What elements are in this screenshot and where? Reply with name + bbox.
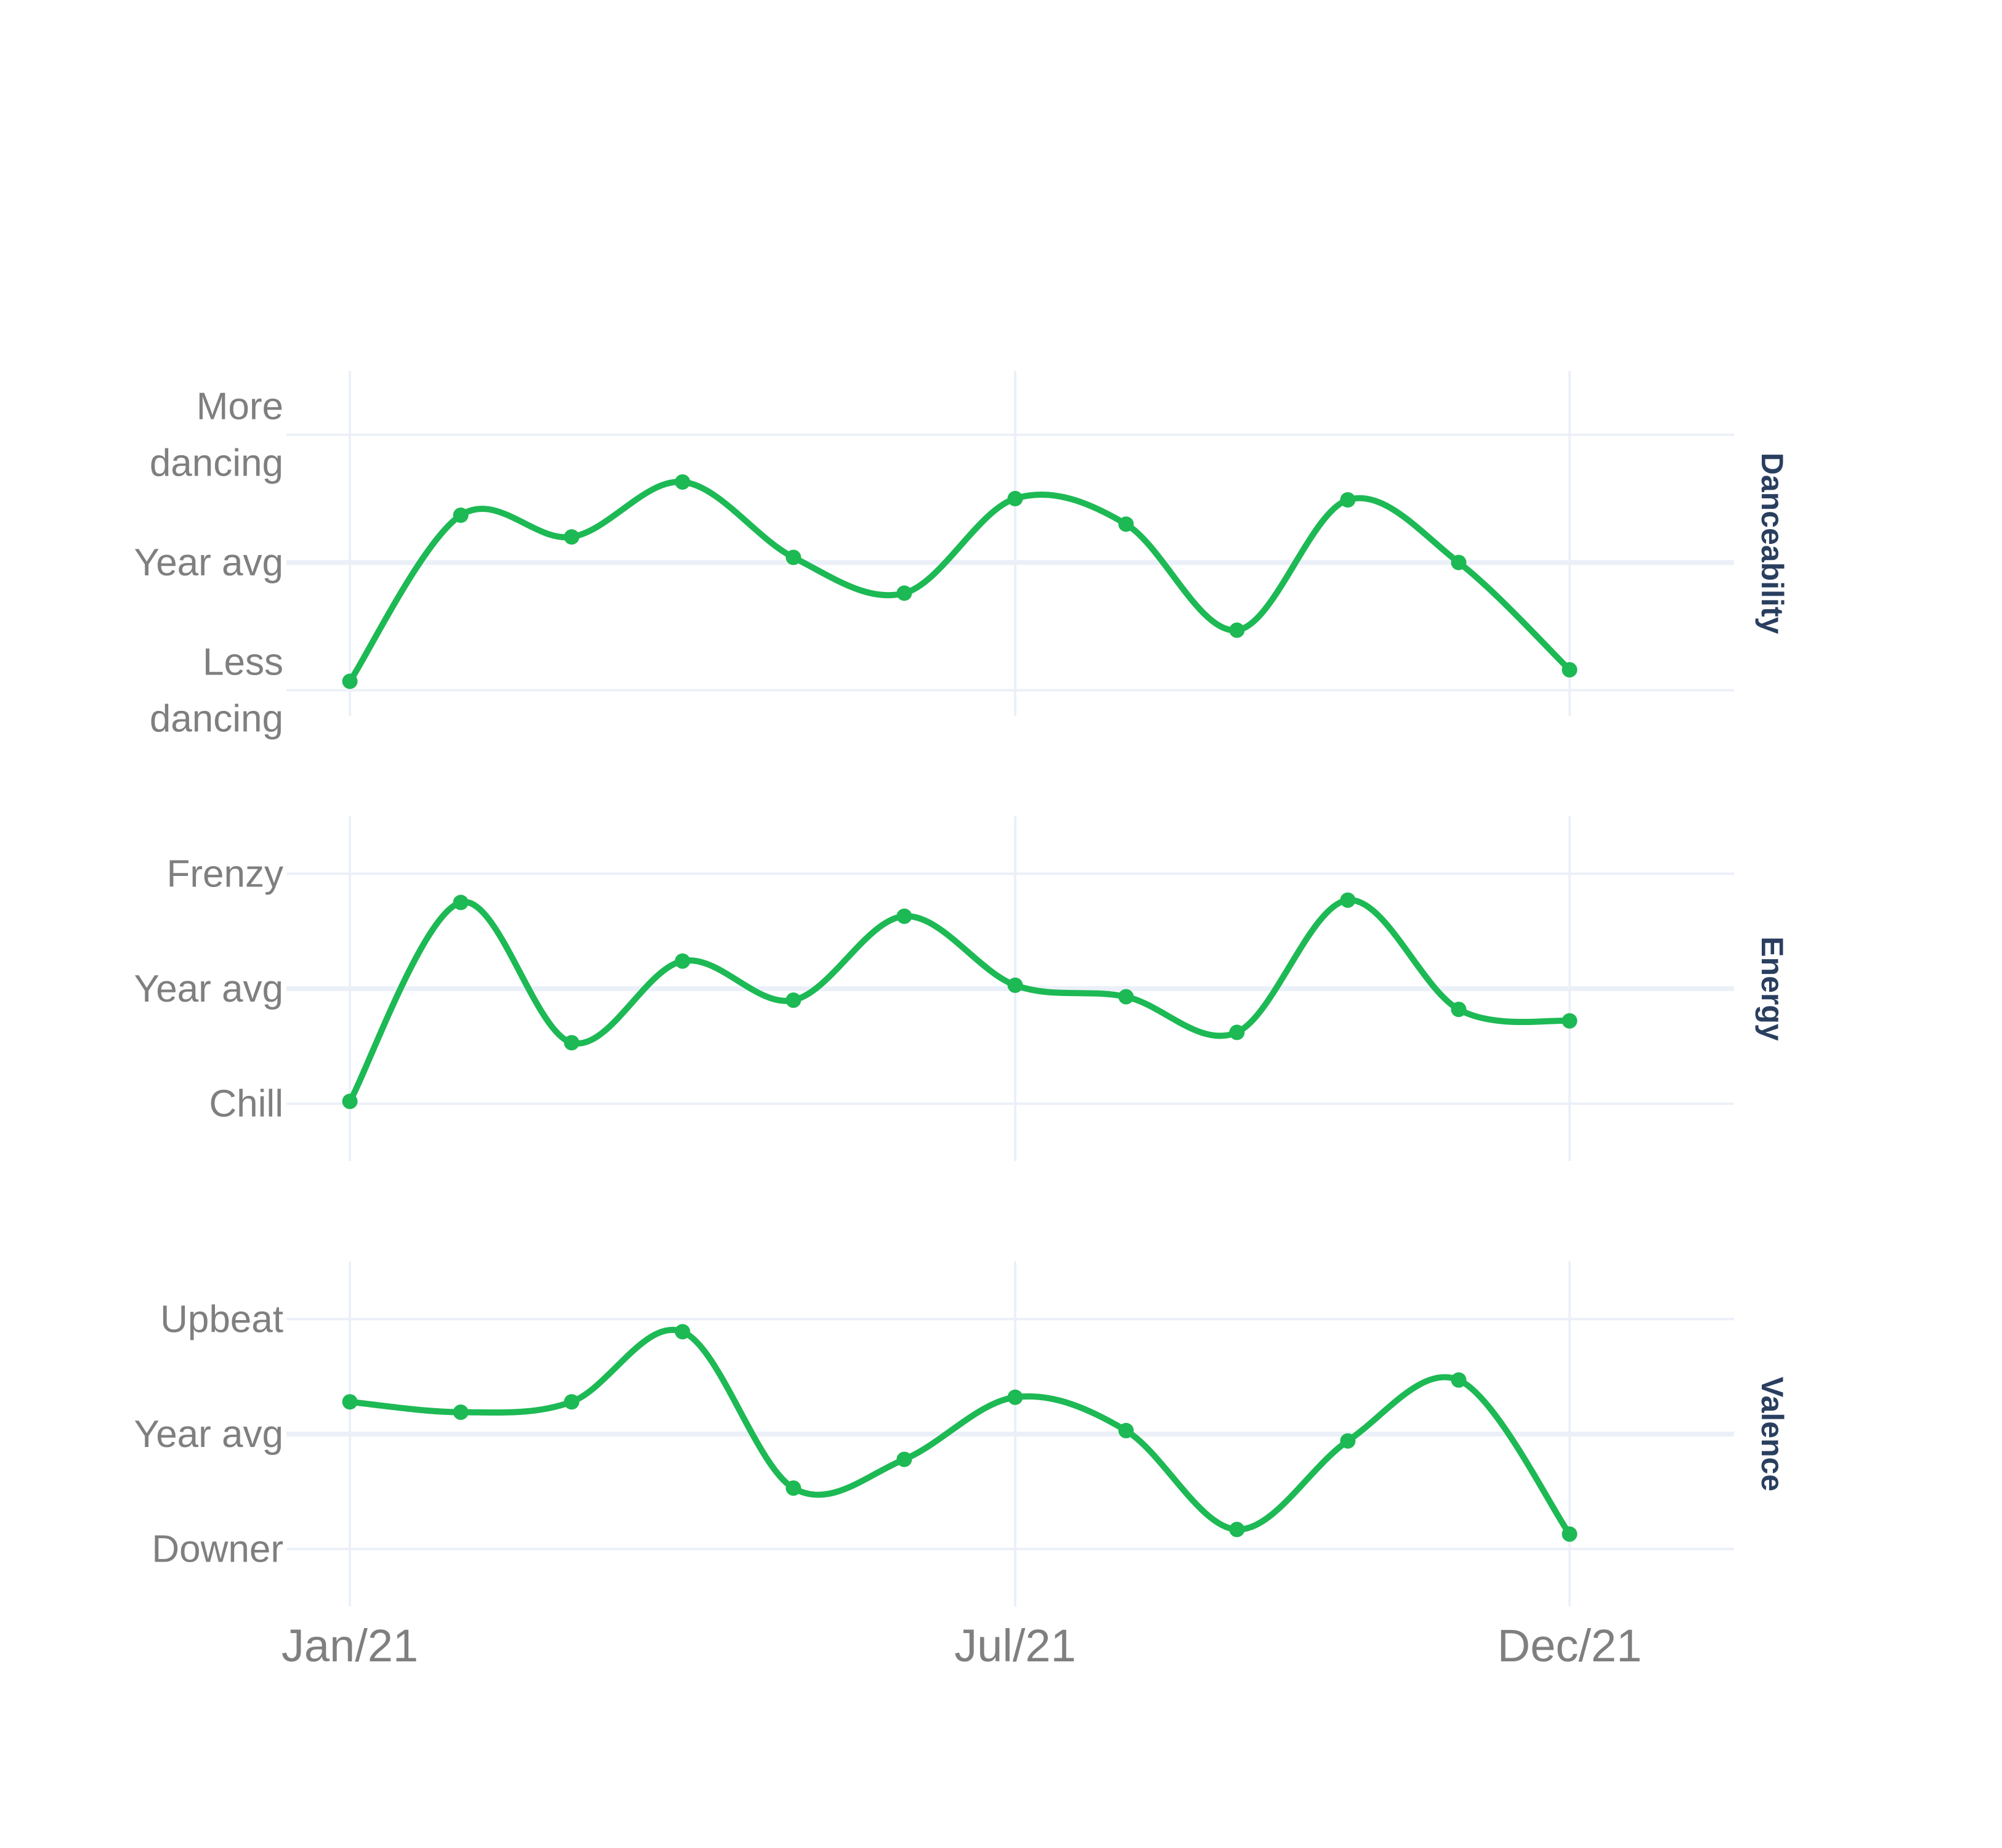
y-tick-label: Year avg <box>134 1413 283 1456</box>
data-point <box>453 1404 469 1420</box>
data-point <box>564 529 580 545</box>
data-point <box>1340 892 1356 908</box>
data-point <box>675 474 691 490</box>
data-point <box>1007 977 1023 993</box>
y-tick-label: Less dancing <box>150 641 283 740</box>
data-point <box>1451 1372 1467 1388</box>
data-point <box>1451 1002 1467 1018</box>
series-line-danceability <box>347 479 1573 684</box>
y-tick-label: Upbeat <box>160 1298 283 1340</box>
data-point <box>785 1480 801 1496</box>
x-tick-label: Jan/21 <box>282 1620 418 1671</box>
data-point <box>1451 554 1467 570</box>
data-point <box>1562 662 1578 678</box>
series-line-energy <box>347 897 1573 1104</box>
data-point <box>453 507 469 523</box>
data-point <box>1007 490 1023 506</box>
data-point <box>1007 1389 1023 1405</box>
data-point <box>675 953 691 969</box>
y-tick-label-line: dancing <box>150 698 283 740</box>
panel-label: Danceability <box>1755 453 1789 634</box>
panel-label: Valence <box>1755 1377 1789 1491</box>
data-point <box>342 673 358 689</box>
data-point <box>1229 1024 1245 1040</box>
x-tick-label: Dec/21 <box>1497 1620 1642 1671</box>
data-point <box>1118 516 1134 532</box>
y-tick-label: Year avg <box>134 541 283 584</box>
data-point <box>785 992 801 1008</box>
data-point <box>1340 492 1356 508</box>
x-tick-label: Jul/21 <box>954 1620 1076 1671</box>
data-point <box>1229 1522 1245 1538</box>
panel-label: Energy <box>1755 936 1789 1041</box>
panel-valence: Downer Year avg Upbeat Valence <box>134 1262 1789 1607</box>
y-tick-label: More dancing <box>150 386 283 485</box>
data-point <box>1562 1526 1578 1542</box>
panel-danceability: Less dancing Year avg More dancing Danceabili… <box>134 371 1789 740</box>
data-point <box>1118 1422 1134 1438</box>
data-point <box>564 1035 580 1051</box>
y-tick-label: Downer <box>152 1528 283 1571</box>
data-point <box>453 894 469 910</box>
data-point <box>564 1394 580 1410</box>
y-tick-label: Frenzy <box>167 853 283 895</box>
y-tick-label-line: Less <box>203 641 283 684</box>
data-point <box>675 1324 691 1340</box>
data-point <box>342 1093 358 1109</box>
y-tick-label: Year avg <box>134 968 283 1010</box>
data-point <box>896 585 912 601</box>
y-tick-label: Chill <box>209 1083 283 1125</box>
y-tick-label-line: dancing <box>150 442 283 485</box>
data-point <box>1340 1433 1356 1449</box>
data-point <box>785 549 801 565</box>
data-point <box>896 1451 912 1467</box>
data-point <box>1118 989 1134 1005</box>
data-point <box>896 908 912 924</box>
data-point <box>1229 622 1245 638</box>
y-tick-label-line: More <box>197 386 283 428</box>
data-point <box>342 1394 358 1410</box>
data-point <box>1562 1013 1578 1029</box>
panel-energy: Chill Year avg Frenzy Energy <box>134 816 1789 1161</box>
